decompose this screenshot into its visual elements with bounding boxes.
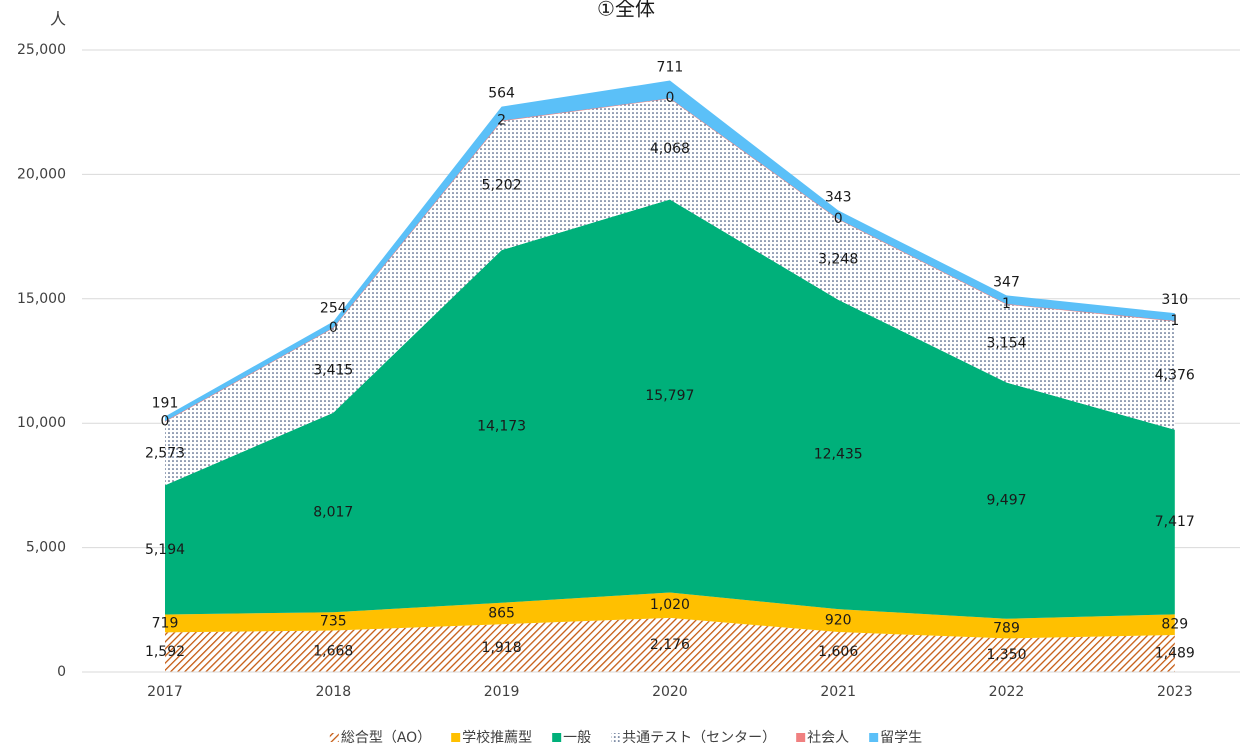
x-tick-label: 2020: [652, 684, 688, 700]
data-label: 0: [665, 90, 674, 106]
legend-swatch: [451, 733, 461, 742]
data-label: 1,606: [818, 644, 858, 660]
y-axis-label: 人: [50, 10, 66, 29]
data-label: 2: [497, 113, 506, 129]
data-label: 564: [488, 86, 515, 102]
data-label: 2,176: [650, 637, 690, 653]
data-label: 310: [1161, 292, 1188, 308]
data-label: 254: [320, 300, 347, 316]
x-tick-label: 2018: [315, 684, 351, 700]
y-tick-label: 20,000: [17, 166, 66, 182]
legend-label: 社会人: [807, 730, 849, 746]
data-label: 1,668: [313, 643, 353, 659]
data-label: 8,017: [313, 504, 353, 520]
y-tick-label: 15,000: [17, 291, 66, 307]
legend-label: 学校推薦型: [462, 729, 532, 746]
data-label: 0: [834, 211, 843, 227]
data-label: 9,497: [986, 493, 1026, 509]
legend-swatch: [329, 733, 339, 742]
legend-label: 総合型（AO）: [341, 730, 431, 746]
data-label: 7,417: [1155, 514, 1195, 530]
data-label: 2,573: [145, 445, 185, 461]
data-label: 1,489: [1155, 645, 1195, 661]
data-label: 1,592: [145, 644, 185, 660]
legend: 総合型（AO） 学校推薦型 一般 共通テスト（センター） 社会人 留学生: [329, 729, 922, 746]
data-label: 0: [329, 320, 338, 336]
data-label: 191: [152, 396, 179, 412]
data-label: 1,918: [482, 640, 522, 656]
data-label: 347: [993, 274, 1020, 290]
data-label: 711: [657, 60, 684, 76]
data-label: 3,154: [986, 335, 1026, 351]
area: [165, 592, 1175, 639]
data-label: 719: [152, 615, 179, 631]
data-label: 3,248: [818, 251, 858, 267]
data-label: 1: [1002, 296, 1011, 312]
legend-swatch: [611, 733, 621, 742]
x-tick-label: 2023: [1157, 684, 1193, 700]
data-label: 1,350: [986, 647, 1026, 663]
chart-title: ①全体: [597, 0, 655, 21]
legend-label: 共通テスト（センター）: [622, 730, 776, 746]
x-tick-label: 2022: [989, 684, 1025, 700]
data-label: 0: [161, 413, 170, 429]
x-tick-label: 2021: [820, 684, 856, 700]
y-tick-label: 0: [57, 664, 66, 680]
y-tick-label: 25,000: [17, 42, 66, 58]
data-label: 4,068: [650, 141, 690, 157]
legend-swatch: [796, 733, 806, 742]
area: [165, 199, 1175, 619]
legend-label: 一般: [563, 730, 591, 746]
data-label: 920: [825, 613, 852, 629]
x-tick-label: 2017: [147, 684, 183, 700]
data-label: 4,376: [1155, 367, 1195, 383]
data-label: 12,435: [814, 446, 863, 462]
legend-swatch: [552, 733, 562, 742]
data-label: 15,797: [645, 388, 694, 404]
legend-swatch: [869, 733, 879, 742]
data-label: 789: [993, 621, 1020, 637]
data-label: 829: [1161, 617, 1188, 633]
y-tick-label: 10,000: [17, 415, 66, 431]
data-label: 735: [320, 613, 347, 629]
data-label: 5,202: [482, 177, 522, 193]
data-label: 1: [1170, 313, 1179, 329]
y-tick-label: 5,000: [26, 540, 66, 556]
data-label: 14,173: [477, 418, 526, 434]
legend-label: 留学生: [880, 730, 922, 746]
area: [165, 617, 1175, 672]
data-label: 1,020: [650, 597, 690, 613]
data-label: 865: [488, 606, 515, 622]
data-label: 3,415: [313, 362, 353, 378]
area: [165, 98, 1175, 486]
data-label: 5,194: [145, 542, 185, 558]
data-label: 343: [825, 189, 852, 205]
x-tick-label: 2019: [484, 684, 520, 700]
